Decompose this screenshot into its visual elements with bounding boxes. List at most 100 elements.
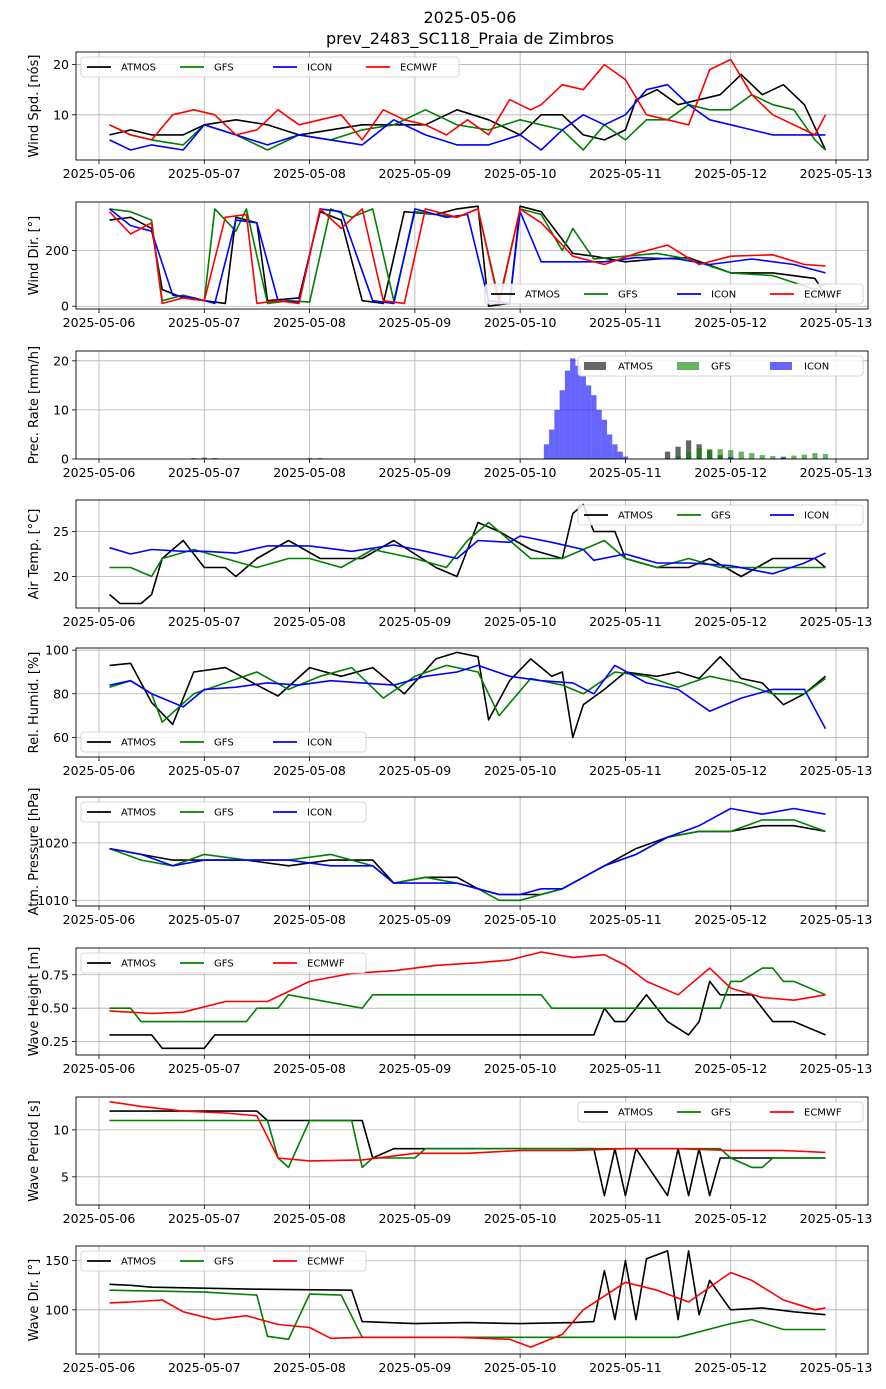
x-tick-label: 2025-05-10 — [484, 1061, 557, 1076]
y-axis-label: Wave Period [s] — [27, 1100, 42, 1201]
axes-frame — [75, 1096, 869, 1206]
y-tick-label: 100 — [45, 643, 69, 658]
bar-icon — [575, 365, 581, 459]
x-tick-label: 2025-05-10 — [484, 763, 557, 778]
x-tick-label: 2025-05-12 — [694, 1061, 767, 1076]
y-axis-label: Air Temp. [°C] — [27, 509, 42, 600]
x-tick-label: 2025-05-10 — [484, 1211, 557, 1226]
x-tick-label: 2025-05-09 — [379, 1360, 452, 1375]
bar-icon — [617, 451, 623, 459]
bar-icon — [580, 375, 586, 459]
legend-label-atmos: ATMOS — [121, 1257, 156, 1268]
series-line-gfs — [109, 967, 826, 1023]
legend-label-atmos: ATMOS — [618, 511, 653, 522]
bar-gfs — [685, 452, 692, 459]
legend: ATMOS GFS ECMWF — [577, 1101, 864, 1123]
bar-icon — [559, 390, 565, 459]
legend-label-icon: ICON — [804, 362, 829, 373]
series-line-ecmwf — [109, 58, 827, 141]
panel-5: 2025-05-06 2025-05-07 2025-05-08 2025-05-09… — [27, 643, 872, 778]
series-line-gfs — [109, 664, 826, 723]
legend-box — [577, 1101, 864, 1123]
bar-gfs — [675, 456, 681, 459]
series-line-atmos — [109, 1250, 826, 1325]
panel-9: 2025-05-06 2025-05-07 2025-05-08 2025-05-09… — [27, 1245, 872, 1375]
bar-atmos — [685, 440, 692, 459]
x-tick-label: 2025-05-07 — [168, 614, 241, 629]
bar-icon — [607, 434, 613, 459]
x-tick-label: 2025-05-08 — [273, 1061, 346, 1076]
x-tick-label: 2025-05-12 — [694, 166, 767, 181]
series-line-ecmwf — [109, 951, 826, 1015]
legend-label-gfs: GFS — [214, 808, 234, 819]
legend-label-atmos: ATMOS — [121, 808, 156, 819]
series-line-icon — [109, 664, 827, 730]
axes-frame — [75, 201, 869, 310]
x-tick-label: 2025-05-06 — [63, 614, 136, 629]
y-tick-label: 100 — [45, 1302, 69, 1317]
x-tick-label: 2025-05-09 — [379, 1061, 452, 1076]
series-line-atmos — [109, 651, 827, 739]
y-tick-label: 0.50 — [41, 1001, 69, 1016]
legend: ATMOS GFS ECMWF — [80, 952, 367, 974]
legend-label-ecmwf: ECMWF — [400, 63, 438, 74]
x-tick-label: 2025-05-08 — [273, 465, 346, 480]
x-tick-label: 2025-05-07 — [168, 315, 241, 330]
x-tick-label: 2025-05-07 — [168, 166, 241, 181]
bar-gfs — [791, 455, 797, 459]
legend-box — [80, 1250, 367, 1272]
x-tick-label: 2025-05-11 — [589, 166, 662, 181]
legend-label-ecmwf: ECMWF — [804, 290, 842, 301]
x-tick-label: 2025-05-06 — [63, 465, 136, 480]
x-tick-label: 2025-05-11 — [589, 1211, 662, 1226]
x-tick-label: 2025-05-12 — [694, 315, 767, 330]
x-tick-label: 2025-05-12 — [694, 763, 767, 778]
y-axis-label: Wind Dir. [°] — [27, 216, 42, 296]
legend-box — [577, 355, 864, 377]
x-tick-label: 2025-05-07 — [168, 763, 241, 778]
bar-gfs — [738, 451, 744, 459]
x-tick-label: 2025-05-13 — [800, 315, 873, 330]
legend-label-atmos: ATMOS — [618, 1108, 653, 1119]
series-line-icon — [109, 208, 826, 305]
legend-label-atmos: ATMOS — [121, 959, 156, 970]
bar-gfs — [728, 450, 734, 459]
legend-label-atmos: ATMOS — [618, 362, 653, 373]
x-tick-label: 2025-05-09 — [379, 315, 452, 330]
axes-frame — [75, 1245, 869, 1355]
y-tick-label: 200 — [45, 243, 69, 258]
bar-gfs — [770, 456, 776, 459]
legend: ATMOS GFS ICON — [577, 504, 864, 526]
legend-box — [80, 801, 367, 823]
axes-frame — [75, 947, 869, 1056]
x-tick-label: 2025-05-07 — [168, 1360, 241, 1375]
legend-label-atmos: ATMOS — [121, 738, 156, 749]
bar-icon — [564, 370, 571, 459]
bar-gfs — [696, 448, 702, 459]
x-tick-label: 2025-05-09 — [379, 1211, 452, 1226]
series-line-icon — [109, 535, 826, 575]
legend: ATMOS GFS ICON — [80, 731, 367, 753]
bar-icon — [543, 444, 550, 459]
legend-swatch-atmos — [584, 362, 606, 370]
x-tick-label: 2025-05-11 — [589, 614, 662, 629]
series-line-icon — [109, 83, 826, 151]
legend-label-icon: ICON — [307, 808, 332, 819]
series-line-atmos — [109, 73, 827, 151]
x-tick-label: 2025-05-06 — [63, 1061, 136, 1076]
bar-icon — [585, 385, 592, 459]
x-tick-label: 2025-05-07 — [168, 1061, 241, 1076]
axes-frame — [75, 350, 869, 460]
y-axis-label: Wave Height [m] — [27, 947, 42, 1057]
legend: ATMOS GFS ECMWF — [80, 1250, 367, 1272]
y-tick-label: 0 — [61, 452, 69, 467]
x-tick-label: 2025-05-11 — [589, 1360, 662, 1375]
x-tick-label: 2025-05-12 — [694, 465, 767, 480]
x-tick-label: 2025-05-08 — [273, 315, 346, 330]
x-tick-label: 2025-05-09 — [379, 912, 452, 927]
x-tick-label: 2025-05-09 — [379, 465, 452, 480]
x-tick-label: 2025-05-08 — [273, 166, 346, 181]
x-tick-label: 2025-05-11 — [589, 763, 662, 778]
x-tick-label: 2025-05-11 — [589, 465, 662, 480]
y-axis-label: Rel. Humid. [%] — [27, 652, 42, 754]
